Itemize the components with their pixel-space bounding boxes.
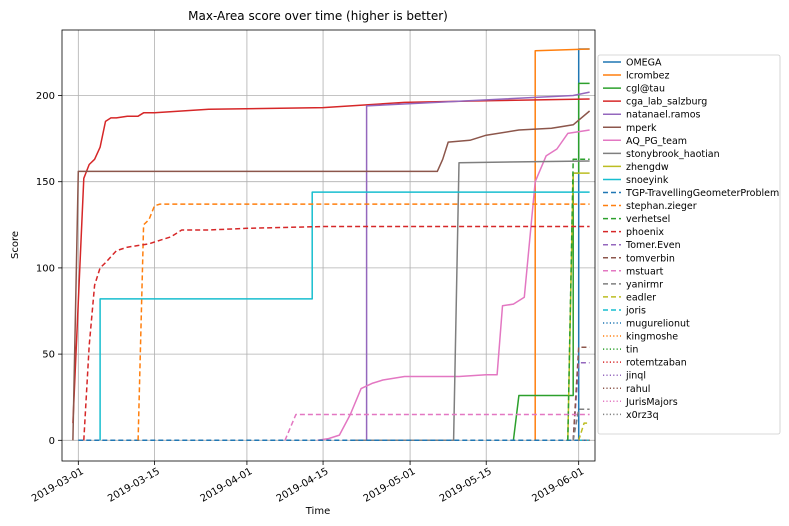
y-axis: 0 50 100 150 200 (36, 91, 62, 447)
series-line-2 (512, 82, 590, 441)
legend-label: cgl@tau (626, 84, 665, 95)
legend-label: stonybrook_haotian (626, 149, 720, 160)
legend-label: zhengdw (626, 162, 669, 173)
legend-label: lcrombez (626, 71, 670, 82)
legend-label: joris (625, 305, 646, 316)
legend-label: tin (626, 345, 638, 356)
y-tick-label: 0 (49, 436, 55, 447)
legend-label: TGP-TravellingGeometerProblem (625, 188, 779, 199)
legend-label: eadler (626, 292, 656, 303)
series-line-18 (577, 422, 590, 441)
legend-label: cga_lab_salzburg (626, 97, 707, 108)
legend-label: mugurelionut (626, 319, 690, 330)
y-tick-label: 50 (42, 350, 55, 361)
chart-title: Max-Area score over time (higher is bett… (188, 9, 448, 23)
legend-label: kingmoshe (626, 332, 678, 343)
series-line-3 (72, 98, 590, 424)
legend-label: x0rz3q (626, 410, 659, 421)
legend-box (597, 54, 781, 435)
legend-label: mperk (626, 123, 657, 134)
series-lines (72, 48, 591, 442)
y-tick-label: 200 (36, 91, 55, 102)
legend-label: Tomer.Even (625, 240, 681, 251)
series-line-6 (317, 129, 590, 442)
legend-label: JurisMajors (625, 397, 678, 408)
y-tick-label: 100 (36, 263, 55, 274)
legend-label: verhetsel (626, 214, 670, 225)
legend-label: jinql (625, 371, 646, 382)
y-tick-label: 150 (36, 177, 55, 188)
legend: OMEGA lcrombez cgl@tau cga_lab_salzburgnata… (597, 54, 781, 435)
legend-label: yanirmr (626, 279, 663, 290)
series-line-4 (365, 91, 590, 441)
legend-label: mstuart (626, 266, 664, 277)
series-line-17 (572, 408, 590, 441)
legend-label: natanael.ramos (626, 110, 701, 121)
series-line-13 (83, 225, 590, 441)
series-line-16 (284, 413, 590, 441)
series-line-5 (72, 110, 591, 441)
legend-label: OMEGA (626, 58, 662, 69)
series-line-11 (137, 203, 590, 441)
y-axis-label: Score (10, 231, 21, 259)
legend-label: tomverbin (626, 253, 675, 264)
legend-label: phoenix (626, 227, 664, 238)
x-axis-label: Time (305, 506, 330, 517)
legend-label: snoeyink (626, 175, 669, 186)
legend-label: rotemtzaban (626, 358, 687, 369)
series-line-9 (99, 191, 590, 441)
legend-label: rahul (626, 384, 650, 395)
legend-label: stephan.zieger (626, 201, 697, 212)
series-line-12 (567, 158, 590, 441)
series-line-15 (572, 346, 590, 441)
plot-frame (61, 29, 596, 462)
legend-label: AQ_PG_team (626, 136, 687, 147)
series-line-1 (534, 48, 590, 441)
